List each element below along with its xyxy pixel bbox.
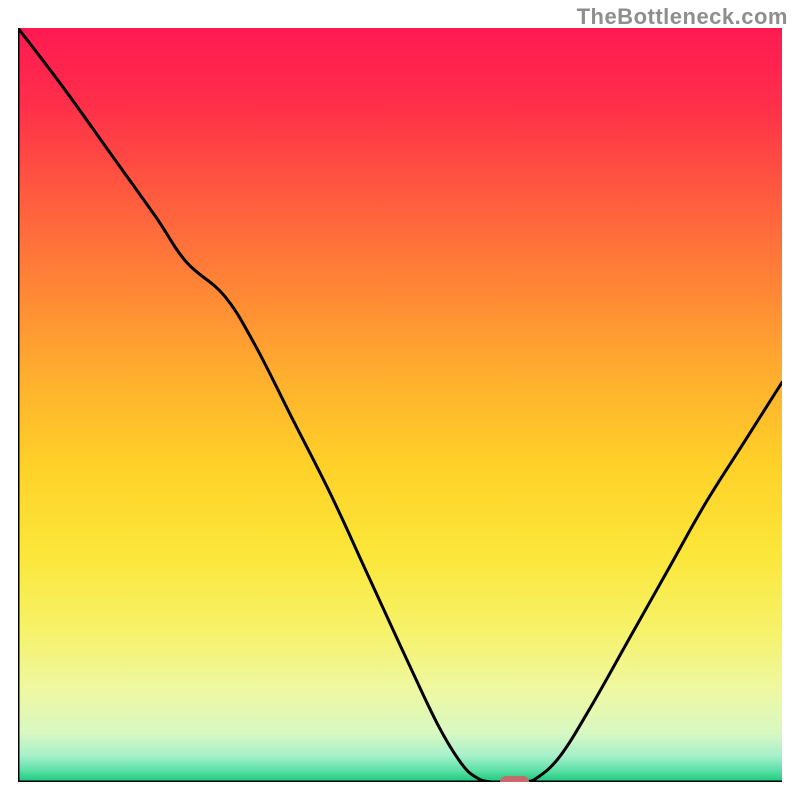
optimal-marker xyxy=(500,776,529,782)
plot-svg xyxy=(18,28,782,782)
chart-frame: TheBottleneck.com xyxy=(0,0,800,800)
watermark-text: TheBottleneck.com xyxy=(577,4,788,30)
gradient-background xyxy=(18,28,782,782)
plot-area xyxy=(18,28,782,782)
